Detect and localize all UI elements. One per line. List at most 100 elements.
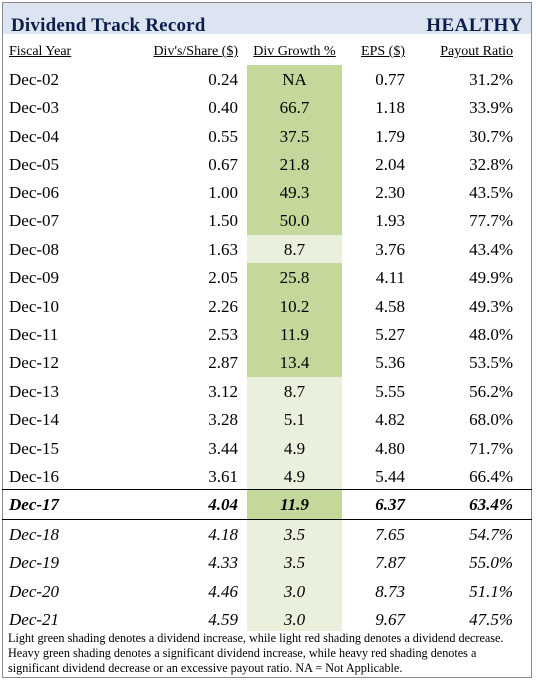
div-per-share-cell: 4.59 — [208, 610, 238, 629]
payout-ratio-cell: 47.5% — [469, 610, 513, 629]
table-title: Dividend Track Record — [11, 15, 206, 36]
payout-ratio-cell: 33.9% — [469, 98, 513, 117]
fiscal-year-cell: Dec-10 — [9, 297, 60, 316]
growth-shade-cell — [247, 605, 342, 631]
table-row: Dec-05 0.67 21.8 2.04 32.8% — [0, 150, 536, 178]
growth-shade-cell — [247, 292, 342, 320]
eps-cell: 3.76 — [375, 240, 405, 259]
table-row: Dec-16 3.61 4.9 5.44 66.4% — [0, 462, 536, 490]
growth-shade-cell — [247, 348, 342, 377]
eps-cell: 4.82 — [375, 410, 405, 429]
div-growth-cell: 4.9 — [283, 467, 306, 486]
fiscal-year-cell: Dec-21 — [9, 610, 60, 629]
growth-shade-cell — [247, 320, 342, 348]
div-per-share-cell: 2.87 — [208, 353, 238, 372]
div-growth-cell: 50.0 — [279, 211, 310, 230]
growth-shade-cell — [247, 65, 342, 93]
col-header-eps: EPS ($) — [361, 44, 405, 59]
eps-cell: 2.30 — [375, 183, 405, 202]
table-row: Dec-03 0.40 66.7 1.18 33.9% — [0, 93, 536, 121]
fiscal-year-cell: Dec-02 — [9, 70, 60, 89]
growth-shade-cell — [247, 235, 342, 263]
payout-ratio-cell: 31.2% — [469, 70, 513, 89]
eps-cell: 1.79 — [375, 127, 405, 146]
growth-shade-cell — [247, 377, 342, 405]
growth-shade-cell — [247, 122, 342, 150]
div-per-share-cell: 3.44 — [208, 439, 238, 458]
div-growth-cell: NA — [282, 70, 307, 89]
div-growth-cell: 3.0 — [283, 582, 306, 601]
growth-shade-cell — [247, 93, 342, 122]
table-row: Dec-21 4.59 3.0 9.67 47.5% — [0, 605, 536, 633]
div-growth-cell: 8.7 — [283, 382, 306, 401]
current-year-top-divider — [2, 489, 532, 490]
div-growth-cell: 8.7 — [283, 240, 306, 259]
fiscal-year-cell: Dec-09 — [9, 268, 60, 287]
div-per-share-cell: 1.63 — [208, 240, 238, 259]
div-per-share-cell: 3.61 — [208, 467, 238, 486]
eps-cell: 5.55 — [375, 382, 405, 401]
growth-shade-cell — [247, 577, 342, 605]
fiscal-year-cell: Dec-06 — [9, 183, 60, 202]
table-row: Dec-19 4.33 3.5 7.87 55.0% — [0, 548, 536, 576]
col-header-div-per-share: Div's/Share ($) — [153, 44, 238, 59]
col-header-div-growth: Div Growth % — [253, 44, 336, 59]
fiscal-year-cell: Dec-11 — [9, 325, 59, 344]
fiscal-year-cell: Dec-03 — [9, 98, 60, 117]
div-per-share-cell: 4.33 — [208, 553, 238, 572]
payout-ratio-cell: 49.3% — [469, 297, 513, 316]
table-row: Dec-09 2.05 25.8 4.11 49.9% — [0, 263, 536, 291]
payout-ratio-cell: 53.5% — [469, 353, 513, 372]
growth-shade-cell — [247, 263, 342, 292]
eps-cell: 5.44 — [375, 467, 405, 486]
table-row: Dec-13 3.12 8.7 5.55 56.2% — [0, 377, 536, 405]
table-row: Dec-20 4.46 3.0 8.73 51.1% — [0, 577, 536, 605]
fiscal-year-cell: Dec-18 — [9, 525, 60, 544]
fiscal-year-cell: Dec-05 — [9, 155, 60, 174]
eps-cell: 7.87 — [375, 553, 405, 572]
div-growth-cell: 3.5 — [283, 525, 306, 544]
fiscal-year-cell: Dec-15 — [9, 439, 60, 458]
growth-shade-cell — [247, 520, 342, 548]
fiscal-year-cell: Dec-08 — [9, 240, 60, 259]
eps-cell: 0.77 — [375, 70, 405, 89]
payout-ratio-cell: 43.5% — [469, 183, 513, 202]
fiscal-year-cell: Dec-16 — [9, 467, 60, 486]
growth-shade-cell — [247, 150, 342, 178]
payout-ratio-cell: 63.4% — [469, 495, 513, 514]
payout-ratio-cell: 71.7% — [469, 439, 513, 458]
payout-ratio-cell: 32.8% — [469, 155, 513, 174]
table-row: Dec-10 2.26 10.2 4.58 49.3% — [0, 292, 536, 320]
div-per-share-cell: 0.55 — [208, 127, 238, 146]
growth-shading-column — [247, 65, 342, 631]
eps-cell: 1.93 — [375, 211, 405, 230]
footnote: Light green shading denotes a dividend i… — [8, 631, 504, 675]
div-growth-cell: 25.8 — [279, 268, 310, 287]
fiscal-year-cell: Dec-19 — [9, 553, 60, 572]
table-row: Dec-12 2.87 13.4 5.36 53.5% — [0, 348, 536, 376]
div-growth-cell: 21.8 — [279, 155, 310, 174]
eps-cell: 5.27 — [375, 325, 405, 344]
div-growth-cell: 37.5 — [279, 127, 310, 146]
growth-shade-cell — [247, 206, 342, 235]
fiscal-year-cell: Dec-14 — [9, 410, 60, 429]
table-row: Dec-02 0.24 NA 0.77 31.2% — [0, 65, 536, 93]
eps-cell: 1.18 — [375, 98, 405, 117]
growth-shade-cell — [247, 178, 342, 206]
current-year-bottom-divider — [2, 519, 532, 520]
growth-shade-cell — [247, 548, 342, 577]
table-row: Dec-14 3.28 5.1 4.82 68.0% — [0, 405, 536, 433]
payout-ratio-cell: 66.4% — [469, 467, 513, 486]
div-per-share-cell: 2.05 — [208, 268, 238, 287]
div-per-share-cell: 4.18 — [208, 525, 238, 544]
eps-cell: 8.73 — [375, 582, 405, 601]
fiscal-year-cell: Dec-07 — [9, 211, 60, 230]
eps-cell: 7.65 — [375, 525, 405, 544]
status-badge: HEALTHY — [426, 15, 523, 36]
div-growth-cell: 66.7 — [279, 98, 310, 117]
div-per-share-cell: 1.50 — [208, 211, 238, 230]
payout-ratio-cell: 56.2% — [469, 382, 513, 401]
div-per-share-cell: 2.53 — [208, 325, 238, 344]
payout-ratio-cell: 30.7% — [469, 127, 513, 146]
